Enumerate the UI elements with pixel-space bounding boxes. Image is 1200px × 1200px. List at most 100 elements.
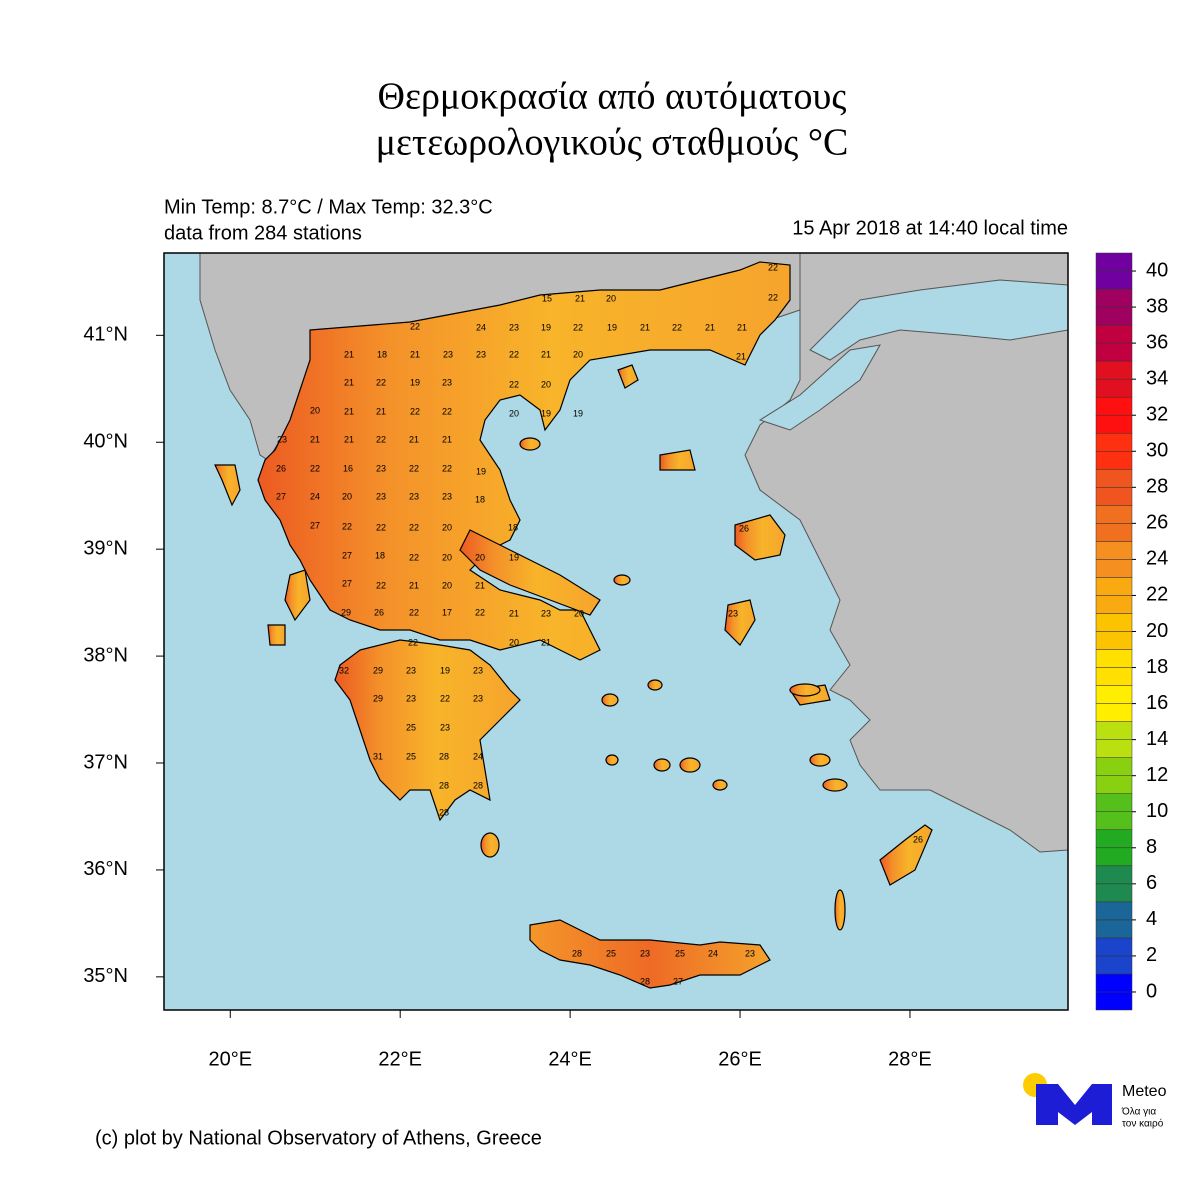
station-value: 22: [409, 607, 419, 617]
colorbar-label: 32: [1146, 403, 1168, 425]
island: [679, 757, 701, 773]
euboea: [459, 529, 601, 616]
station-value: 22: [768, 262, 778, 272]
island: [809, 753, 831, 767]
station-value: 20: [310, 405, 320, 415]
station-value: 21: [410, 349, 420, 359]
station-value: 18: [475, 494, 485, 504]
colorbar-box: [1095, 865, 1133, 885]
station-value: 24: [708, 948, 718, 958]
station-value: 28: [572, 948, 582, 958]
logo-name: Meteo: [1122, 1083, 1167, 1100]
station-value: 22: [376, 377, 386, 387]
station-value: 20: [541, 379, 551, 389]
station-value: 23: [409, 491, 419, 501]
station-value: 21: [344, 377, 354, 387]
station-value: 19: [541, 322, 551, 332]
station-value: 27: [276, 491, 286, 501]
island: [613, 574, 631, 586]
station-value: 19: [440, 665, 450, 675]
colorbar-box: [1095, 378, 1133, 398]
colorbar-label: 0: [1146, 980, 1157, 1002]
logo: Meteo Όλα για τον καιρό: [1023, 1073, 1167, 1130]
station-value: 21: [736, 351, 746, 361]
station-value: 20: [606, 293, 616, 303]
colorbar-box: [1095, 324, 1133, 344]
station-value: 21: [344, 434, 354, 444]
station-value: 20: [509, 408, 519, 418]
station-value: 25: [606, 948, 616, 958]
logo-m: [1036, 1084, 1112, 1125]
colorbar-box: [1095, 613, 1133, 632]
station-value: 16: [343, 463, 353, 473]
station-labels: 22 22 15 21 20 24 23 19 22 19 21 22 21 21 22 21 21 18 21 23…: [276, 262, 923, 986]
station-value: 27: [673, 976, 683, 986]
logo-tagline: Όλα για: [1121, 1107, 1156, 1118]
station-value: 21: [541, 349, 551, 359]
logo-tagline: τον καιρό: [1122, 1118, 1164, 1130]
colorbar-box: [1095, 955, 1133, 975]
credit: (c) plot by National Observatory of Athe…: [95, 1127, 542, 1149]
colorbar-box: [1095, 487, 1133, 506]
greece: [214, 261, 933, 989]
station-value: 19: [573, 408, 583, 418]
colorbar-label: 22: [1146, 584, 1168, 606]
station-value: 28: [640, 976, 650, 986]
colorbar-box: [1095, 793, 1133, 812]
colorbar-label: 40: [1146, 259, 1168, 281]
station-value: 29: [373, 665, 383, 675]
station-value: 23: [442, 491, 452, 501]
station-value: 23: [541, 608, 551, 618]
station-value: 21: [475, 580, 485, 590]
colorbar-label: 2: [1146, 944, 1157, 966]
colorbar-box: [1095, 919, 1133, 939]
station-value: 29: [341, 607, 351, 617]
colorbar-label: 34: [1146, 367, 1168, 389]
station-value: 25: [406, 751, 416, 761]
station-value: 21: [344, 349, 354, 359]
station-value: 23: [473, 665, 483, 675]
colorbar-label: 4: [1146, 908, 1157, 930]
station-value: 22: [475, 607, 485, 617]
colorbar-box: [1095, 811, 1133, 831]
colorbar-box: [1095, 703, 1133, 722]
colorbar-box: [1095, 288, 1133, 308]
station-value: 22: [410, 406, 420, 416]
station-value: 19: [410, 377, 420, 387]
station-value: 32: [339, 665, 349, 675]
colorbar-box: [1095, 937, 1133, 957]
station-value: 22: [768, 292, 778, 302]
corfu: [214, 464, 241, 507]
y-tick-label: 38°N: [83, 644, 128, 666]
colorbar-box: [1095, 973, 1133, 993]
colorbar-box: [1095, 396, 1133, 416]
station-value: 21: [541, 637, 551, 647]
axes: 20°E 22°E 24°E 26°E 28°E 35°N 36°N 37°N 38°N 39°N…: [83, 324, 931, 1071]
colorbar-label: 38: [1146, 295, 1168, 317]
map-frame: [163, 252, 1069, 1011]
colorbar-label: 28: [1146, 476, 1168, 498]
colorbar-label: 20: [1146, 620, 1168, 642]
title-line: μετεωρολογικούς σταθμούς °C: [376, 122, 849, 164]
island: [480, 832, 500, 858]
colorbar-label: 10: [1146, 800, 1168, 822]
island: [822, 778, 848, 792]
station-value: 22: [376, 580, 386, 590]
station-value: 22: [410, 321, 420, 331]
colorbar-label: 26: [1146, 512, 1168, 534]
station-value: 22: [376, 434, 386, 444]
colorbar-box: [1095, 721, 1133, 740]
sea-aegean-north: [758, 344, 881, 431]
station-value: 22: [509, 349, 519, 359]
title-line: Θερμοκρασία από αυτόματους: [378, 76, 847, 118]
colorbar-box: [1095, 829, 1133, 849]
station-value: 21: [575, 293, 585, 303]
island: [647, 679, 663, 691]
station-value: 20: [442, 522, 452, 532]
y-tick-label: 41°N: [83, 324, 128, 346]
colorbar-box: [1095, 523, 1133, 542]
station-value: 23: [443, 349, 453, 359]
station-value: 21: [310, 434, 320, 444]
chios: [724, 599, 756, 646]
